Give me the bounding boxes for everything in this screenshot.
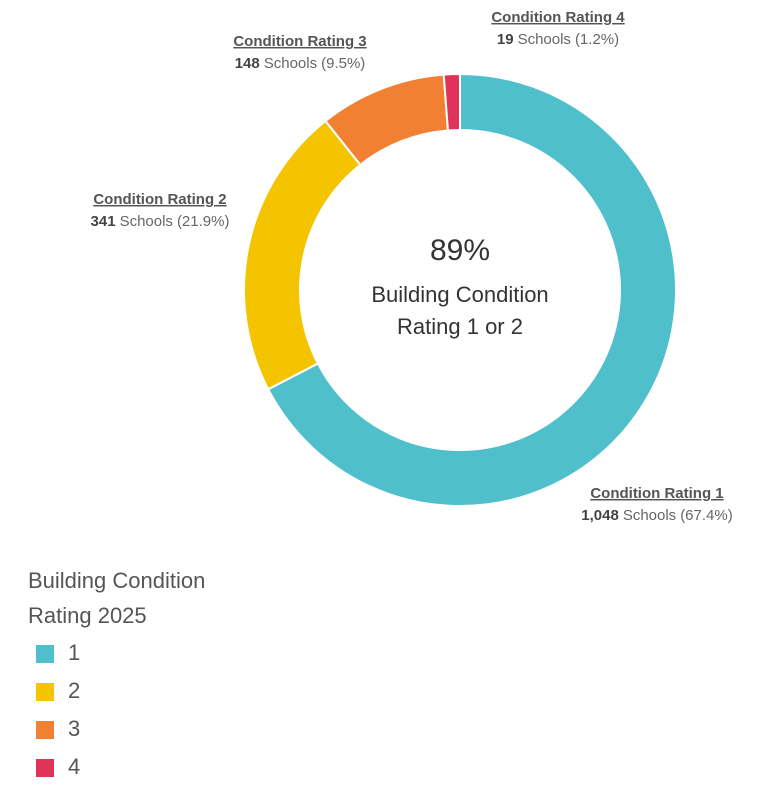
legend-label: 4 xyxy=(68,754,80,779)
share: (67.4%) xyxy=(680,507,733,524)
unit: Schools xyxy=(623,507,676,524)
legend-swatch xyxy=(36,683,54,701)
donut-slice xyxy=(442,72,461,132)
legend-title: Building Condition xyxy=(28,568,205,593)
share: (21.9%) xyxy=(177,213,230,230)
unit: Schools xyxy=(518,31,571,48)
legend-swatch xyxy=(36,759,54,777)
legend-title: Rating 2025 xyxy=(28,603,147,628)
slice-count-label: 19 Schools (1.2%) xyxy=(497,31,619,48)
count: 341 xyxy=(91,213,116,230)
share: (9.5%) xyxy=(321,55,365,72)
legend-label: 2 xyxy=(68,678,80,703)
slice-count-label: 148 Schools (9.5%) xyxy=(235,55,366,72)
share: (1.2%) xyxy=(575,31,619,48)
count: 19 xyxy=(497,31,514,48)
legend-swatch xyxy=(36,721,54,739)
donut-slice xyxy=(243,119,362,391)
center-value: 89% xyxy=(430,234,490,267)
legend-swatch xyxy=(36,645,54,663)
count: 148 xyxy=(235,55,260,72)
slice-label: Condition Rating 4 xyxy=(491,9,625,26)
legend-label: 3 xyxy=(68,716,80,741)
center-text: Rating 1 or 2 xyxy=(397,314,523,339)
count: 1,048 xyxy=(581,507,619,524)
center-text: Building Condition xyxy=(371,282,548,307)
unit: Schools xyxy=(120,213,173,230)
slice-count-label: 341 Schools (21.9%) xyxy=(91,213,230,230)
unit: Schools xyxy=(264,55,317,72)
slice-label: Condition Rating 3 xyxy=(233,33,366,50)
legend-label: 1 xyxy=(68,640,80,665)
slice-label: Condition Rating 2 xyxy=(93,191,226,208)
donut-slice xyxy=(266,72,677,507)
slice-count-label: 1,048 Schools (67.4%) xyxy=(581,507,732,524)
slice-label: Condition Rating 1 xyxy=(590,485,723,502)
